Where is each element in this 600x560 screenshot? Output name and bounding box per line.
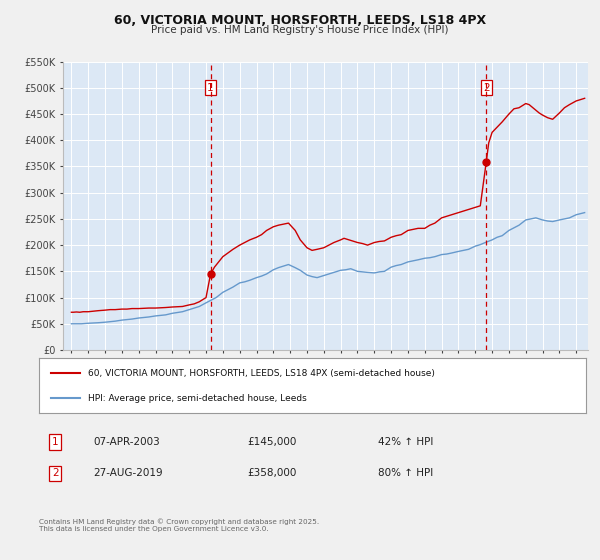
Text: £145,000: £145,000 [247, 437, 296, 447]
Text: HPI: Average price, semi-detached house, Leeds: HPI: Average price, semi-detached house,… [88, 394, 307, 403]
Text: 2: 2 [52, 468, 59, 478]
Text: 07-APR-2003: 07-APR-2003 [94, 437, 160, 447]
Text: 42% ↑ HPI: 42% ↑ HPI [378, 437, 434, 447]
Text: 2: 2 [483, 82, 490, 92]
Text: £358,000: £358,000 [247, 468, 296, 478]
Text: 27-AUG-2019: 27-AUG-2019 [94, 468, 163, 478]
Text: 60, VICTORIA MOUNT, HORSFORTH, LEEDS, LS18 4PX: 60, VICTORIA MOUNT, HORSFORTH, LEEDS, LS… [114, 14, 486, 27]
Text: Price paid vs. HM Land Registry's House Price Index (HPI): Price paid vs. HM Land Registry's House … [151, 25, 449, 35]
Text: 80% ↑ HPI: 80% ↑ HPI [378, 468, 434, 478]
Text: Contains HM Land Registry data © Crown copyright and database right 2025.
This d: Contains HM Land Registry data © Crown c… [39, 518, 319, 531]
Text: 1: 1 [207, 82, 214, 92]
Text: 60, VICTORIA MOUNT, HORSFORTH, LEEDS, LS18 4PX (semi-detached house): 60, VICTORIA MOUNT, HORSFORTH, LEEDS, LS… [88, 368, 435, 377]
Text: 1: 1 [52, 437, 59, 447]
